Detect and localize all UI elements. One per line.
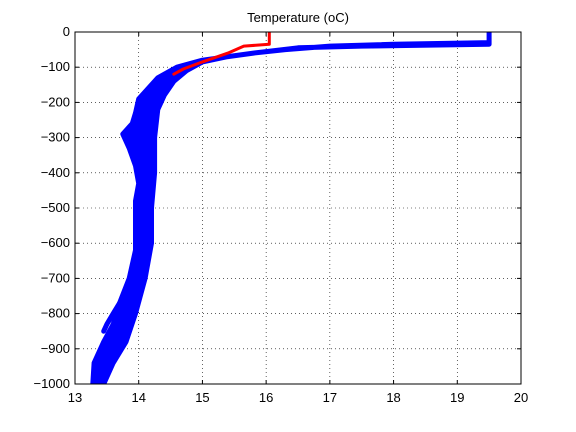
y-tick-label: −700: [41, 270, 70, 285]
highlight-profile-line: [172, 32, 271, 76]
plot-area: [90, 32, 492, 384]
y-tick-label: 0: [63, 24, 70, 39]
x-tick-label: 19: [450, 390, 464, 405]
x-tick-labels: 13 14 15 16 17 18 19 20: [68, 390, 528, 405]
x-tick-label: 13: [68, 390, 82, 405]
x-tick-label: 15: [195, 390, 209, 405]
tick-marks: [74, 31, 522, 385]
x-tick-label: 16: [259, 390, 273, 405]
y-tick-label: −300: [41, 130, 70, 145]
x-tick-label: 17: [323, 390, 337, 405]
chart-title: Temperature (oC): [247, 10, 349, 25]
y-tick-label: −500: [41, 200, 70, 215]
y-tick-labels: 0 −100 −200 −300 −400 −500 −600 −700 −800 −900 −10…: [33, 24, 70, 391]
y-tick-label: −600: [41, 235, 70, 250]
y-tick-label: −100: [41, 59, 70, 74]
profile-branch: [101, 300, 123, 334]
y-tick-label: −900: [41, 341, 70, 356]
y-tick-label: −800: [41, 306, 70, 321]
x-tick-label: 20: [514, 390, 528, 405]
y-tick-label: −1000: [33, 376, 70, 391]
x-tick-label: 14: [131, 390, 145, 405]
x-tick-label: 18: [386, 390, 400, 405]
y-tick-label: −200: [41, 94, 70, 109]
y-tick-label: −400: [41, 165, 70, 180]
